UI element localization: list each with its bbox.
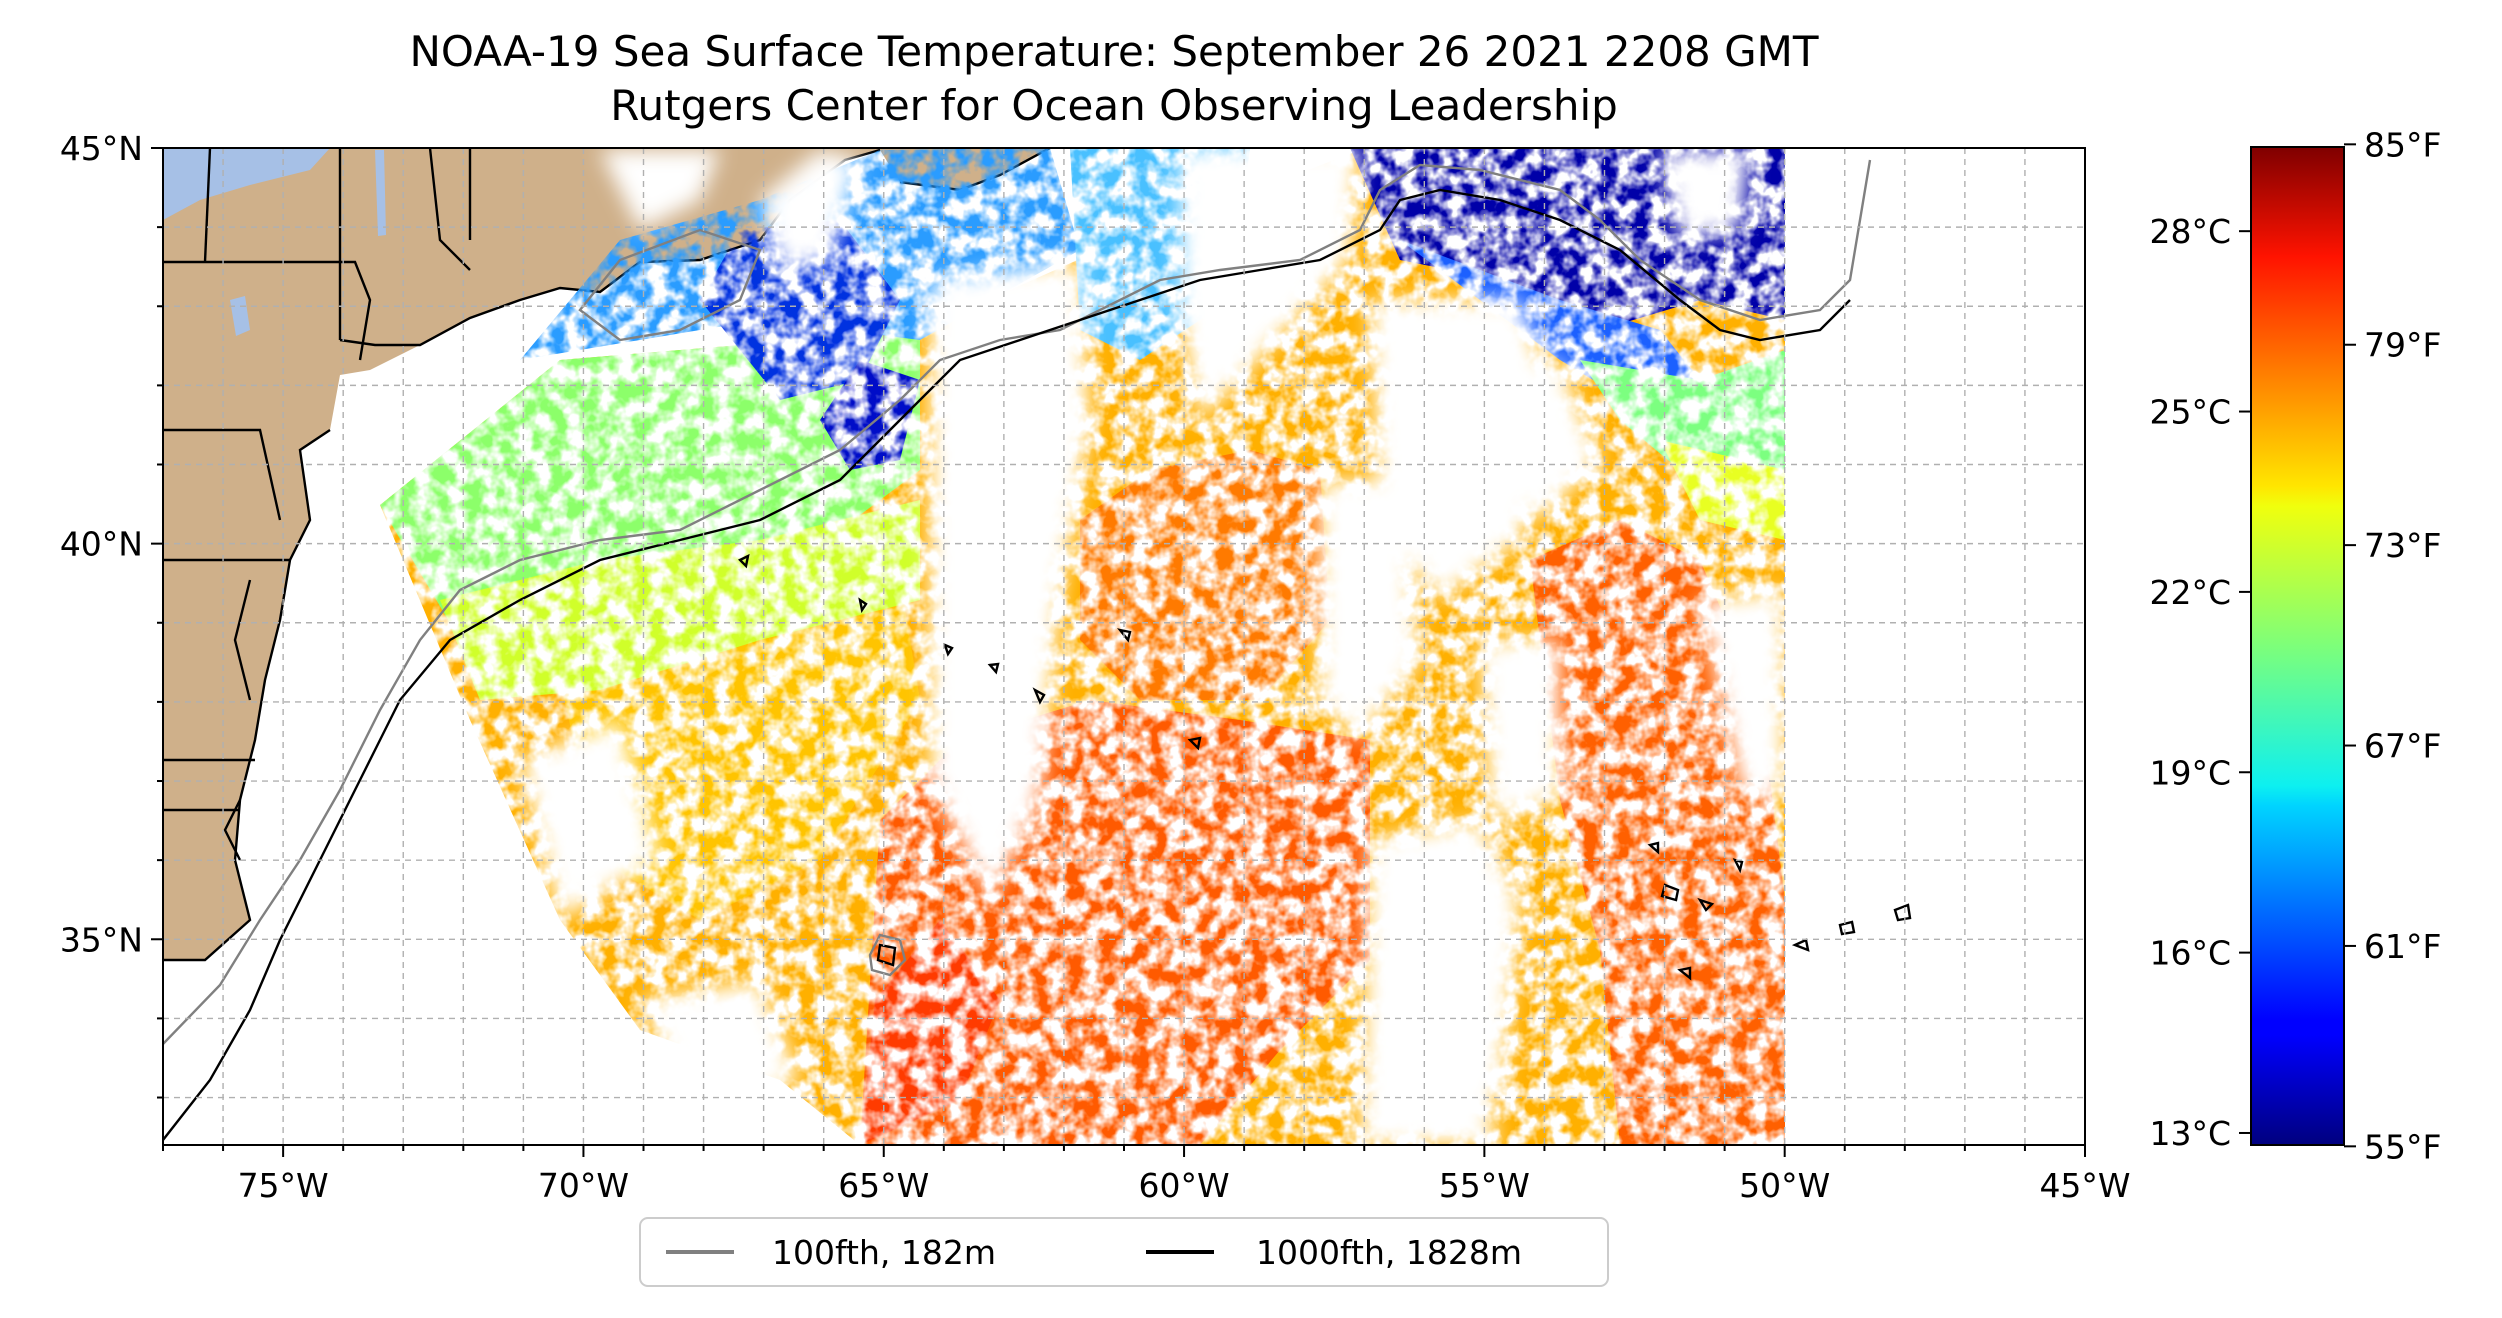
legend: 100fth, 182m 1000fth, 1828m bbox=[639, 1217, 1609, 1287]
isobath-1000fth bbox=[163, 188, 1912, 1141]
legend-label-1000fth: 1000fth, 1828m bbox=[1256, 1233, 1522, 1272]
fahrenheit-tick-label: 79°F bbox=[2364, 326, 2441, 365]
figure-title: NOAA-19 Sea Surface Temperature: Septemb… bbox=[409, 27, 1818, 76]
fahrenheit-tick-label: 55°F bbox=[2364, 1127, 2441, 1166]
longitude-ticks: 75°W 70°W 65°W 60°W 55°W 50°W 45°W bbox=[162, 1145, 2131, 1205]
celsius-tick-label: 16°C bbox=[2149, 934, 2231, 973]
legend-box bbox=[639, 1217, 1609, 1287]
lake-ontario-shore bbox=[163, 148, 330, 220]
lon-tick-label: 60°W bbox=[1139, 1166, 1230, 1205]
celsius-tick-label: 25°C bbox=[2149, 393, 2231, 432]
lon-tick-label: 65°W bbox=[838, 1166, 929, 1205]
latitude-ticks: 45°N 40°N 35°N bbox=[60, 129, 163, 1099]
celsius-tick-label: 28°C bbox=[2149, 212, 2231, 251]
celsius-tick-label: 19°C bbox=[2149, 753, 2231, 792]
coastline-lines bbox=[163, 148, 1051, 962]
lon-tick-label: 55°W bbox=[1439, 1166, 1530, 1205]
lat-tick-label: 45°N bbox=[60, 129, 143, 168]
fahrenheit-tick-label: 85°F bbox=[2364, 125, 2441, 164]
land-north-america bbox=[163, 148, 1050, 960]
fahrenheit-tick-label: 73°F bbox=[2364, 526, 2441, 565]
celsius-tick-label: 13°C bbox=[2149, 1114, 2231, 1153]
colorbar-fahrenheit-ticks: 85°F 79°F 73°F 67°F 61°F 55°F bbox=[2344, 125, 2441, 1166]
colorbar bbox=[2250, 146, 2345, 1146]
lon-tick-label: 45°W bbox=[2039, 1166, 2130, 1205]
lat-tick-label: 35°N bbox=[60, 920, 143, 959]
lon-tick-label: 70°W bbox=[538, 1166, 629, 1205]
map-content bbox=[163, 148, 2085, 1145]
gridlines bbox=[163, 148, 2085, 1145]
lon-tick-label: 75°W bbox=[238, 1166, 329, 1205]
legend-label-100fth: 100fth, 182m bbox=[772, 1233, 996, 1272]
fahrenheit-tick-label: 61°F bbox=[2364, 927, 2441, 966]
lake-champlain bbox=[375, 150, 386, 236]
lat-tick-label: 40°N bbox=[60, 525, 143, 564]
celsius-tick-label: 22°C bbox=[2149, 573, 2231, 612]
colorbar-celsius-ticks: 28°C 25°C 22°C 19°C 16°C 13°C bbox=[2149, 212, 2251, 1153]
lon-tick-label: 50°W bbox=[1739, 1166, 1830, 1205]
figure-subtitle: Rutgers Center for Ocean Observing Leade… bbox=[610, 81, 1618, 130]
fahrenheit-tick-label: 67°F bbox=[2364, 727, 2441, 766]
isobath-100fth bbox=[163, 159, 1872, 1045]
cloud-mask bbox=[520, 148, 1785, 1145]
